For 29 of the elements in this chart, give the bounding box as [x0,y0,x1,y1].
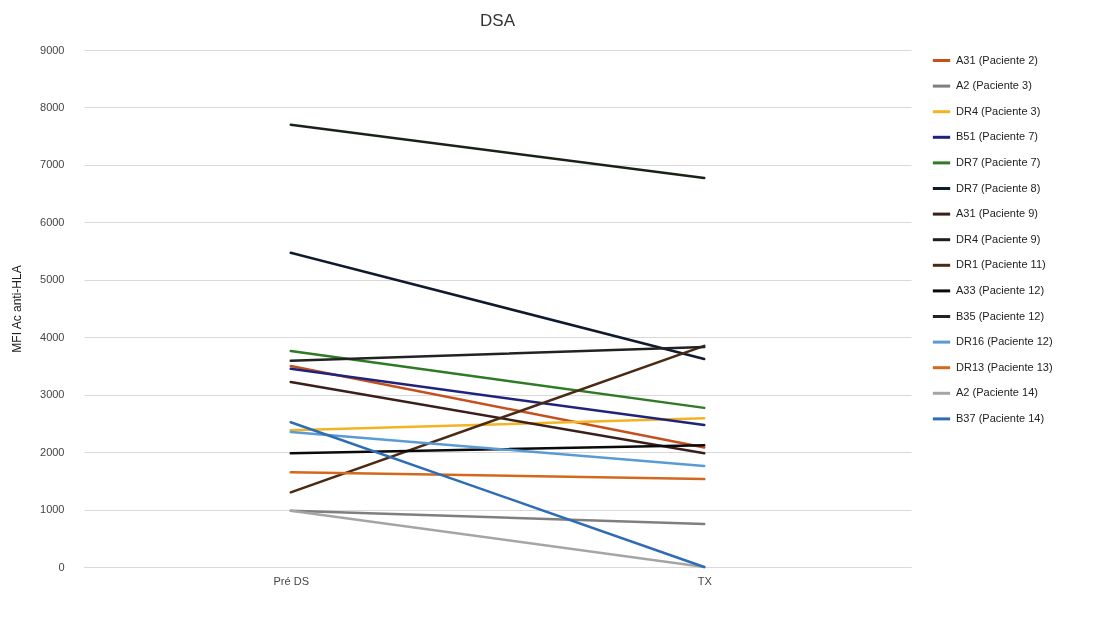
legend-label: A2 (Paciente 3) [956,79,1032,92]
y-tick-label: 9000 [40,43,65,56]
y-axis-title: MFI Ac anti-HLA [10,265,25,353]
y-tick-label: 3000 [40,388,65,401]
legend-label: DR16 (Paciente 12) [956,335,1053,348]
x-tick-label: TX [697,574,713,587]
y-tick-label: 6000 [40,215,65,228]
x-tick-label: Pré DS [273,574,309,587]
legend-label: A33 (Paciente 12) [956,283,1045,296]
y-tick-label: 8000 [40,100,65,113]
legend-label: DR4 (Paciente 9) [956,232,1041,245]
y-tick-label: 5000 [40,273,65,286]
y-tick-label: 0 [58,560,65,573]
y-tick-label: 2000 [40,445,65,458]
y-tick-label: 4000 [40,330,65,343]
legend-label: B37 (Paciente 14) [956,411,1045,424]
chart-title: DSA [480,11,516,30]
legend-label: DR7 (Paciente 7) [956,155,1041,168]
y-tick-label: 7000 [40,158,65,171]
legend-label: B51 (Paciente 7) [956,130,1038,143]
legend-label: DR13 (Paciente 13) [956,360,1053,373]
legend-label: DR7 (Paciente 8) [956,181,1041,194]
legend-label: A31 (Paciente 2) [956,53,1038,66]
legend-label: DR4 (Paciente 3) [956,104,1041,117]
legend-label: DR1 (Paciente 11) [956,258,1046,271]
y-tick-label: 1000 [40,503,65,516]
legend-label: A31 (Paciente 9) [956,207,1038,220]
legend-label: A2 (Paciente 14) [956,386,1038,399]
legend-label: B35 (Paciente 12) [956,309,1045,322]
